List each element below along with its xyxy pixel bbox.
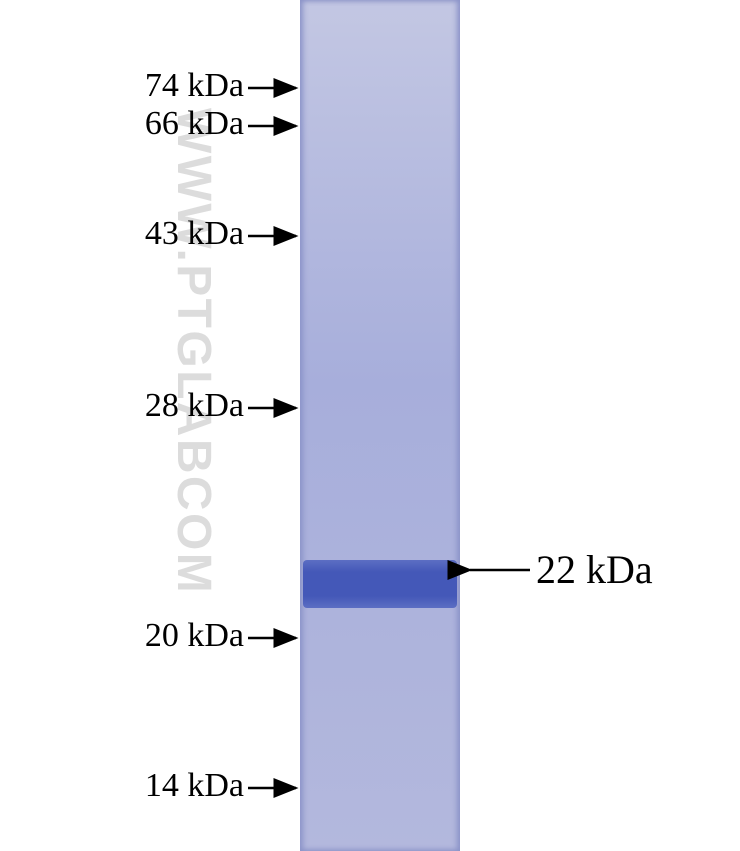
sample-band-label: 22 kDa (536, 546, 653, 593)
sample-arrow (0, 0, 740, 851)
gel-image-canvas: WWW.PTGLABCOM 74 kDa66 kDa43 kDa28 kDa20… (0, 0, 740, 851)
